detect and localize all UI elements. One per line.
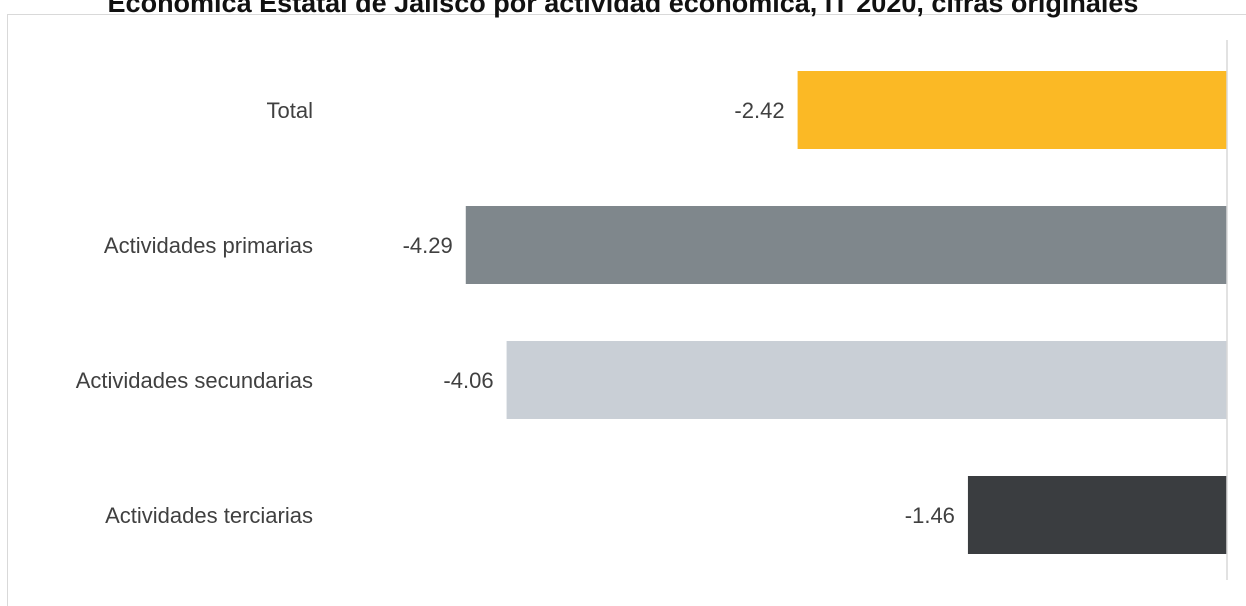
bar-total [797, 71, 1227, 149]
labels-layer: Total -2.42 Actividades primarias -4.29 Acti… [76, 98, 955, 528]
chart-title: Económica Estatal de Jalisco por activid… [107, 0, 1139, 18]
category-label-actividades-terciarias: Actividades terciarias [105, 503, 313, 528]
value-label-actividades-secundarias: -4.06 [443, 368, 493, 393]
category-label-actividades-secundarias: Actividades secundarias [76, 368, 313, 393]
value-label-actividades-primarias: -4.29 [403, 233, 453, 258]
plot-area-border [7, 14, 1246, 606]
value-label-total: -2.42 [734, 98, 784, 123]
bar-actividades-primarias [465, 206, 1227, 284]
bar-actividades-terciarias [967, 476, 1227, 554]
bar-actividades-secundarias [506, 341, 1227, 419]
category-label-total: Total [267, 98, 313, 123]
category-label-actividades-primarias: Actividades primarias [104, 233, 313, 258]
value-label-actividades-terciarias: -1.46 [905, 503, 955, 528]
bars-layer [465, 71, 1227, 554]
